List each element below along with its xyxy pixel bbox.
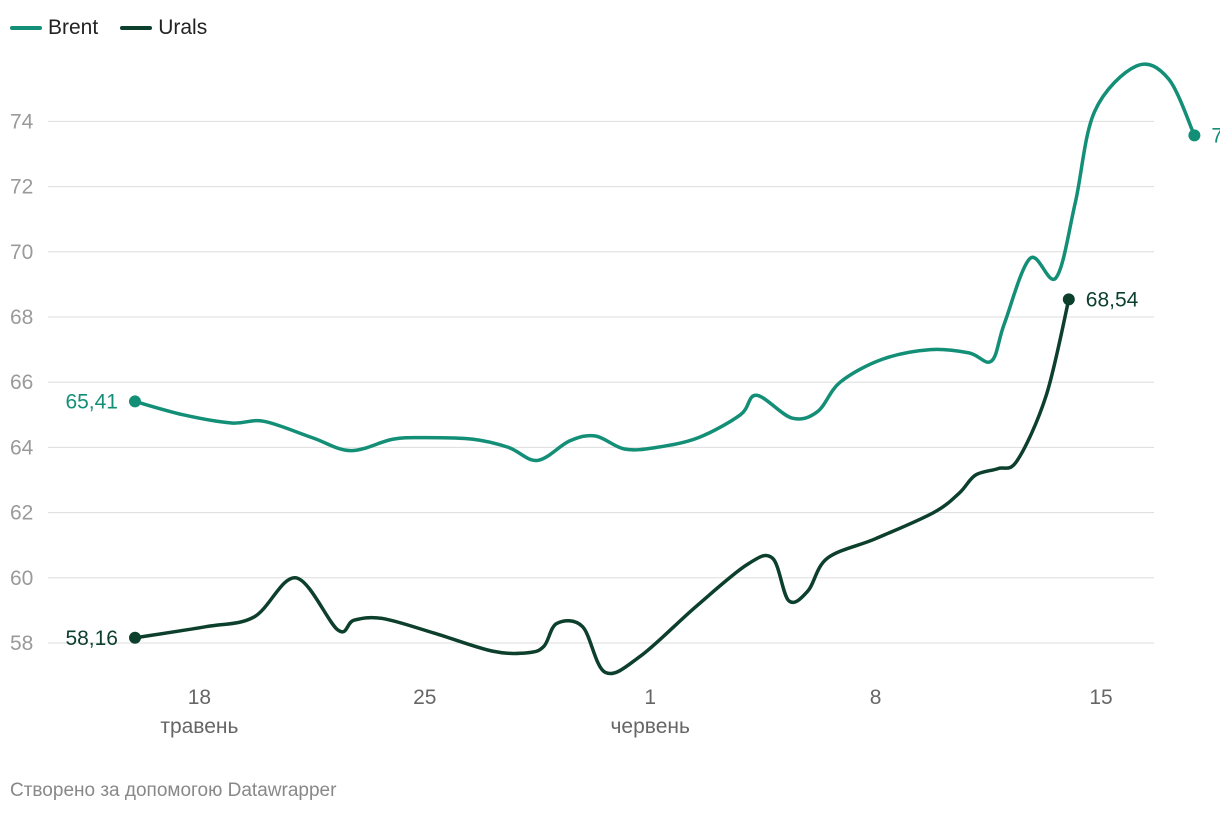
legend-label-urals: Urals (158, 16, 208, 39)
y-tick-label-72: 72 (10, 176, 33, 199)
legend: Brent Urals (10, 16, 229, 40)
x-tick-sublabel-1: червень (610, 715, 689, 738)
legend-item-urals[interactable]: Urals (120, 16, 207, 40)
y-tick-label-64: 64 (10, 436, 34, 459)
start-point-brent (129, 395, 141, 408)
y-tick-label-62: 62 (10, 502, 33, 525)
series-line-urals (133, 297, 1071, 676)
x-tick-label-18: 18 (188, 686, 211, 709)
y-tick-label-58: 58 (10, 632, 33, 655)
x-tick-label-15: 15 (1089, 686, 1112, 709)
x-tick-label-8: 8 (870, 686, 882, 709)
x-tick-sublabel-18: травень (160, 715, 238, 738)
y-tick-label-60: 60 (10, 567, 33, 590)
end-value-label-brent: 73,57 (1211, 124, 1220, 147)
series-line-brent (133, 62, 1197, 463)
end-point-brent (1188, 129, 1201, 142)
x-tick-label-25: 25 (413, 686, 436, 709)
footer-credit: Створено за допомогою Datawrapper (10, 780, 337, 801)
y-tick-label-66: 66 (10, 371, 33, 394)
end-point-urals (1062, 293, 1075, 306)
legend-label-brent: Brent (48, 16, 99, 39)
legend-item-brent[interactable]: Brent (10, 16, 98, 40)
y-tick-label-74: 74 (10, 110, 34, 133)
y-tick-label-68: 68 (10, 306, 33, 329)
start-point-urals (129, 631, 141, 644)
x-tick-label-1: 1 (644, 686, 656, 709)
start-value-label-urals: 58,16 (65, 627, 118, 650)
y-tick-label-70: 70 (10, 241, 33, 264)
start-value-label-brent: 65,41 (65, 390, 118, 413)
legend-swatch-brent (10, 26, 42, 30)
legend-swatch-urals (120, 26, 153, 30)
end-value-label-urals: 68,54 (1086, 288, 1139, 311)
